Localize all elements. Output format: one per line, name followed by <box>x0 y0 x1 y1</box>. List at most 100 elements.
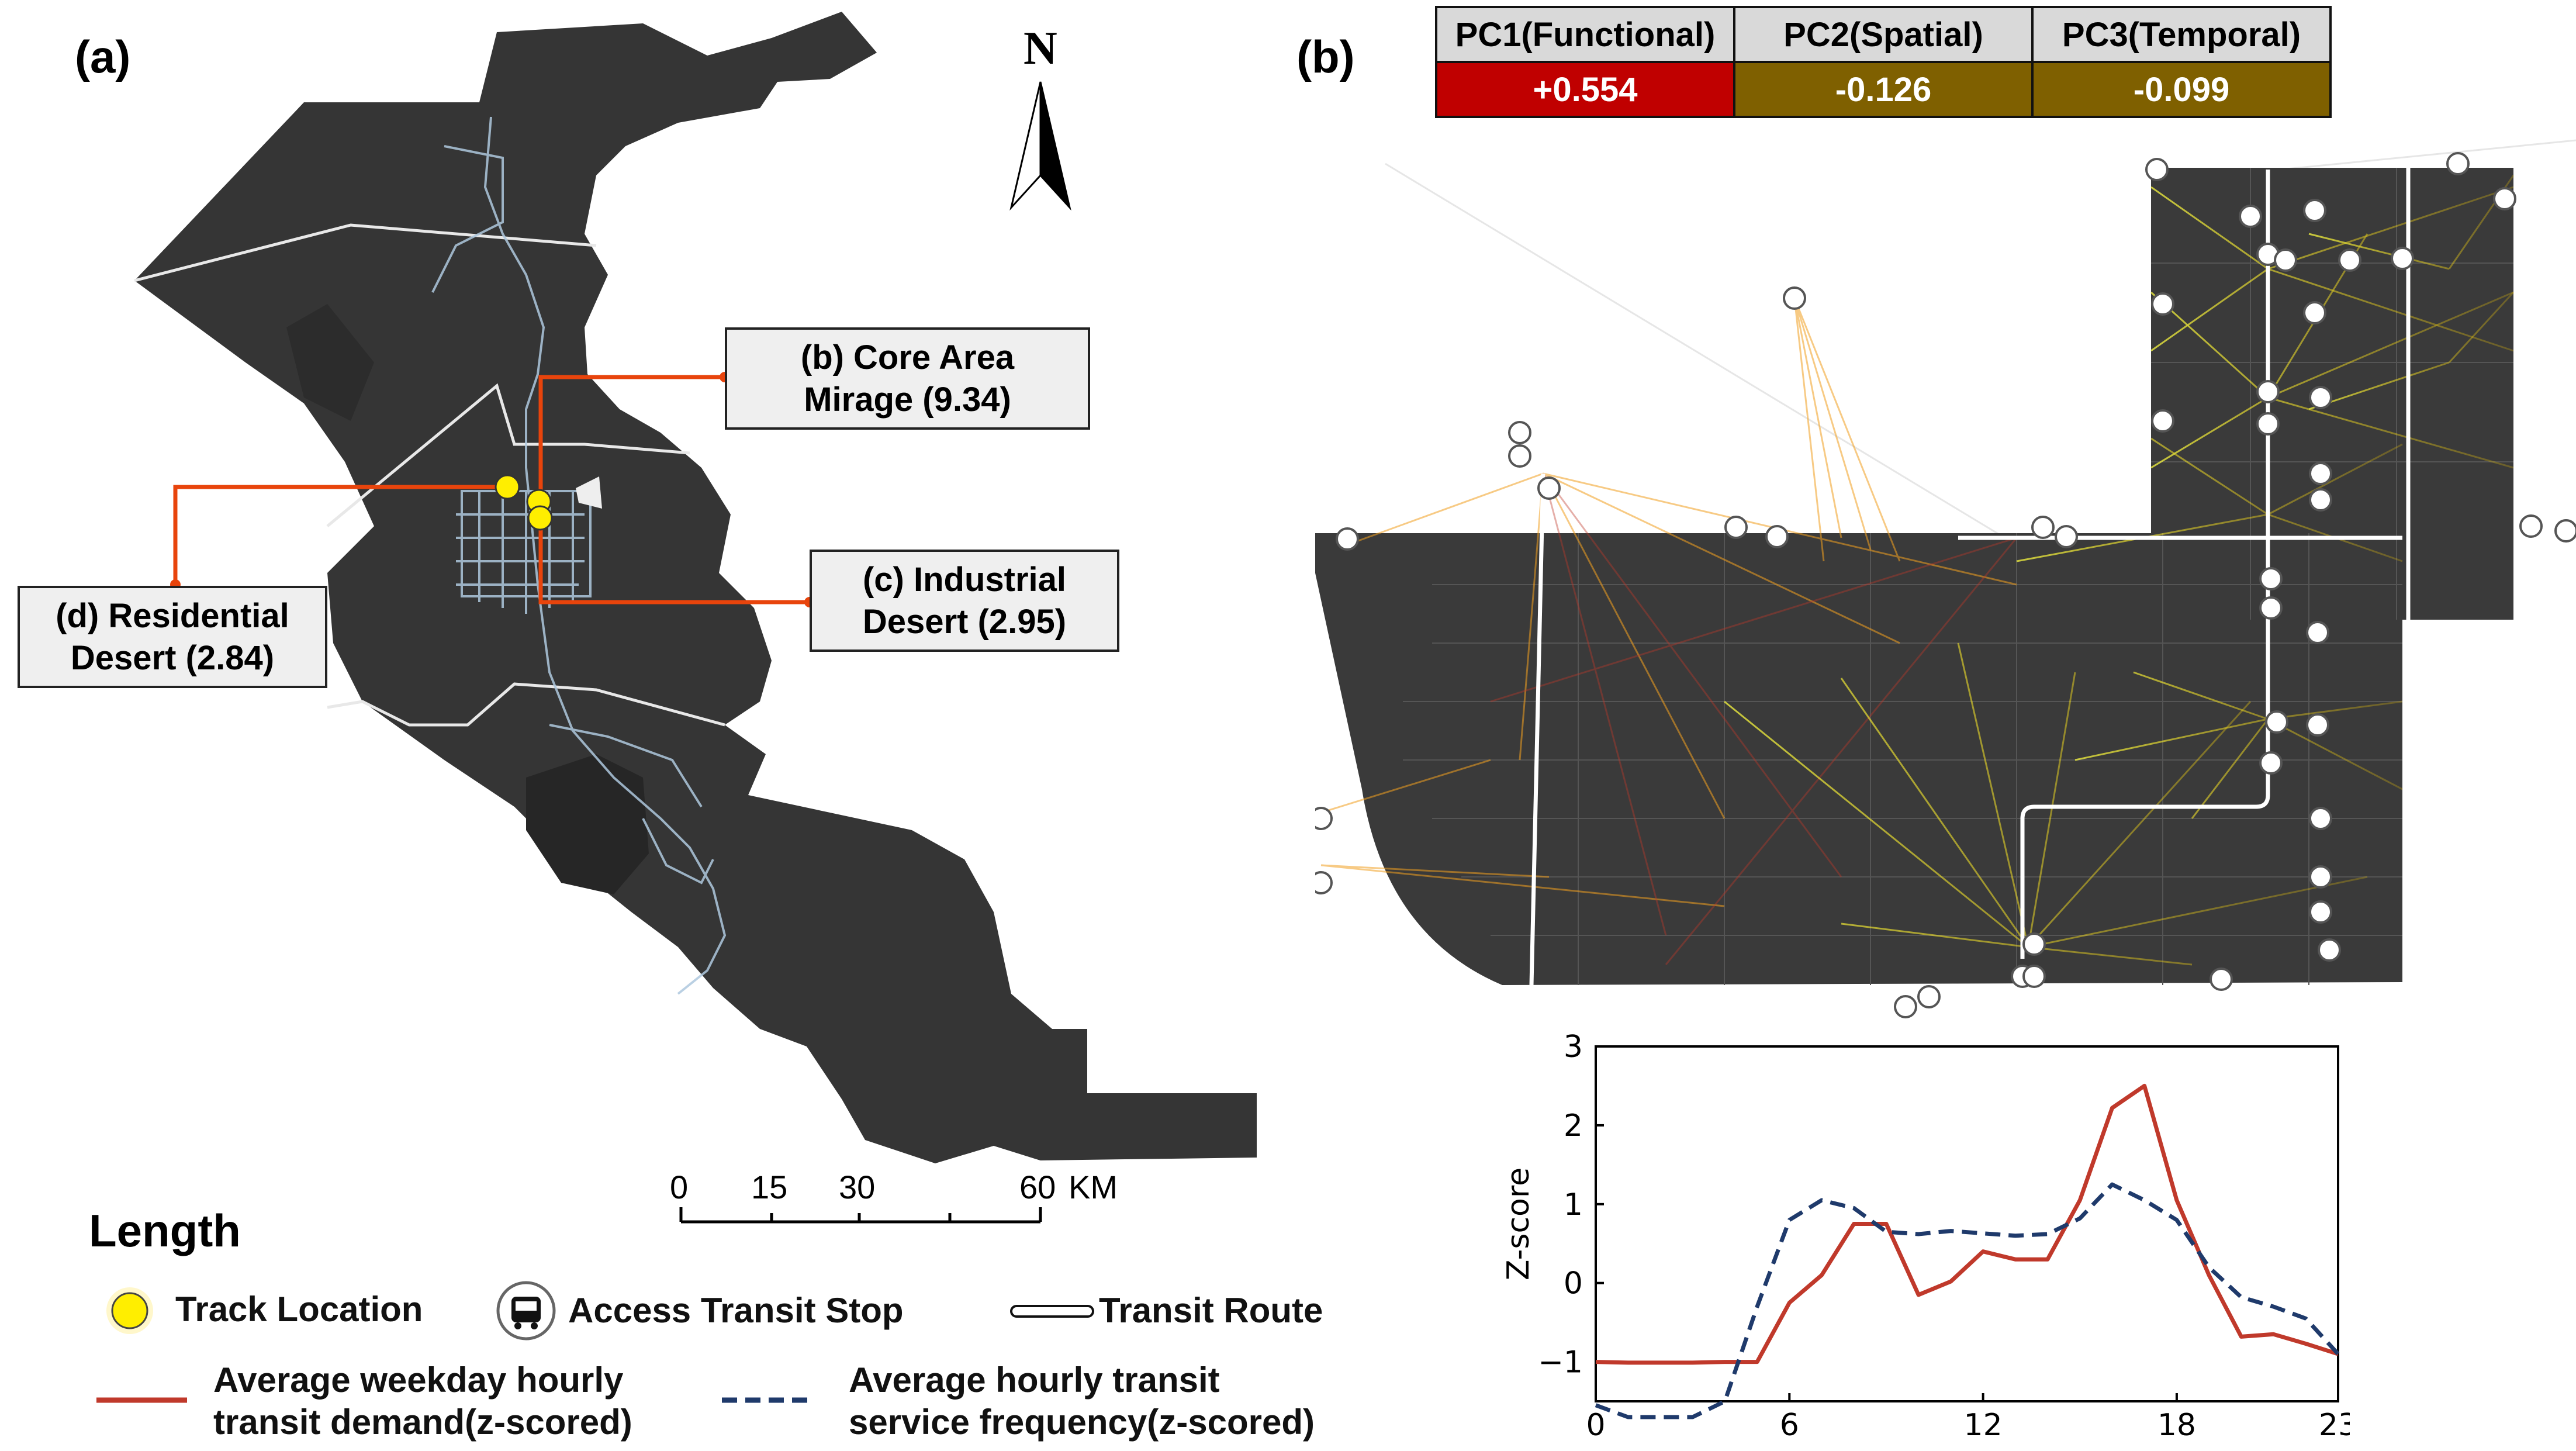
region-map <box>134 12 1257 1224</box>
stop-icon <box>2210 968 2233 991</box>
stop-icon <box>1917 985 1941 1008</box>
scale-label-0: 0 <box>670 1169 689 1205</box>
x-tick-label: 0 <box>1586 1408 1605 1443</box>
stop-icon <box>1336 527 1359 551</box>
track-location-markers <box>495 474 553 531</box>
stop-icon <box>2256 412 2280 436</box>
x-tick-label: 12 <box>1964 1408 2003 1443</box>
stop-icon <box>1508 444 1531 468</box>
stop-icon <box>2303 199 2326 222</box>
y-tick-label: 3 <box>1564 1029 1583 1065</box>
scale-label-15: 15 <box>751 1169 788 1205</box>
core-dark-block <box>1315 533 2402 985</box>
scale-unit: KM <box>1069 1169 1118 1205</box>
stop-icon <box>2022 932 2046 956</box>
stop-icon <box>2318 938 2341 962</box>
legend-transit-route: Transit Route <box>1099 1291 1323 1330</box>
track-location <box>495 474 520 500</box>
stop-icon <box>2391 247 2414 270</box>
pc2-header: PC2(Spatial) <box>1733 6 2034 63</box>
dark-basin <box>526 754 649 894</box>
panel-a-label: (a) <box>75 31 131 82</box>
stop-icon <box>2256 380 2280 403</box>
map-landmass <box>134 12 1257 1163</box>
access-transit-stops <box>1315 152 2576 1018</box>
callout-line-industrial <box>538 503 810 604</box>
north-label: N <box>1024 23 1057 74</box>
stop-icon <box>2306 713 2329 737</box>
dark-basin-north <box>286 304 374 421</box>
transit-route-swatch <box>1010 1305 1094 1318</box>
legend-demand-line: Average weekday hourly transit demand(z-… <box>213 1360 632 1442</box>
y-tick-label: −1 <box>1538 1345 1583 1380</box>
stop-icon <box>1724 516 1748 539</box>
stop-icon <box>1894 995 1917 1018</box>
stop-icon <box>1315 871 1333 894</box>
stop-icon <box>1315 807 1333 830</box>
stop-icon <box>2151 292 2174 316</box>
demand-series-line <box>1595 1083 2339 1365</box>
x-tick-label: 23 <box>2319 1408 2350 1443</box>
callout-core-area: (b) Core Area Mirage (9.34) <box>725 327 1090 430</box>
scale-bar <box>679 1207 1042 1224</box>
callout-line-core <box>538 375 725 503</box>
stop-icon <box>2145 158 2169 181</box>
stop-icon <box>2309 900 2332 924</box>
stop-icon <box>1537 476 1561 500</box>
stop-icon <box>2554 519 2576 543</box>
stop-icon <box>2274 248 2297 272</box>
legend-title: Length <box>89 1205 241 1256</box>
y-tick-label: 0 <box>1564 1266 1583 1301</box>
stop-icon <box>2338 248 2361 272</box>
stop-icon <box>2446 152 2470 175</box>
scale-label-60: 60 <box>1019 1169 1056 1205</box>
legend-access-stop: Access Transit Stop <box>568 1291 904 1330</box>
stop-icon <box>2309 865 2332 889</box>
stop-icon <box>1765 525 1789 548</box>
pc-table: PC1(Functional) PC2(Spatial) PC3(Tempora… <box>1435 6 2332 118</box>
y-tick-label: 2 <box>1564 1108 1583 1143</box>
pc2-value: -0.126 <box>1733 61 2034 118</box>
legend-frequency-line: Average hourly transit service frequency… <box>849 1360 1315 1442</box>
stop-icon <box>2151 409 2174 433</box>
stop-icon <box>2309 488 2332 512</box>
callout-industrial: (c) Industrial Desert (2.95) <box>810 550 1119 652</box>
scale-label-30: 30 <box>839 1169 876 1205</box>
stop-icon <box>2265 710 2288 734</box>
y-axis-label: Z-score <box>1501 1167 1536 1280</box>
stop-icon <box>2309 807 2332 830</box>
stop-icon <box>2259 567 2283 590</box>
stop-icon <box>2519 514 2543 538</box>
stop-icon <box>2031 516 2055 539</box>
pc1-value: +0.554 <box>1435 61 1735 118</box>
stop-icon <box>2259 596 2283 620</box>
track-location-icon <box>111 1292 148 1329</box>
north-arrow-icon <box>1009 81 1071 211</box>
legend-symbols <box>96 1281 1094 1403</box>
track-location <box>527 505 553 531</box>
stop-icon <box>2259 751 2283 775</box>
core-dark-block-ne <box>2151 168 2513 620</box>
stop-icon <box>2303 301 2326 324</box>
panel-b-label: (b) <box>1296 31 1355 82</box>
stop-icon <box>2022 965 2046 988</box>
y-tick-label: 1 <box>1564 1187 1583 1222</box>
core-area-map <box>1315 139 2576 1018</box>
stop-icon <box>2493 187 2516 210</box>
stop-icon <box>2309 386 2332 409</box>
stop-icon <box>2309 462 2332 485</box>
pc3-header: PC3(Temporal) <box>2031 6 2332 63</box>
plot-frame <box>1595 1045 2339 1402</box>
frequency-series-line <box>1595 1182 2340 1419</box>
pc1-header: PC1(Functional) <box>1435 6 1735 63</box>
stop-icon <box>2239 205 2262 228</box>
stop-icon <box>2306 621 2329 644</box>
legend-track-location: Track Location <box>175 1290 423 1329</box>
stop-icon <box>2055 525 2078 548</box>
stop-icon <box>1783 286 1806 310</box>
callout-residential: (d) Residential Desert (2.84) <box>18 586 327 688</box>
x-tick-label: 6 <box>1780 1408 1799 1443</box>
stop-icon <box>1508 421 1531 444</box>
x-tick-label: 18 <box>2157 1408 2196 1443</box>
